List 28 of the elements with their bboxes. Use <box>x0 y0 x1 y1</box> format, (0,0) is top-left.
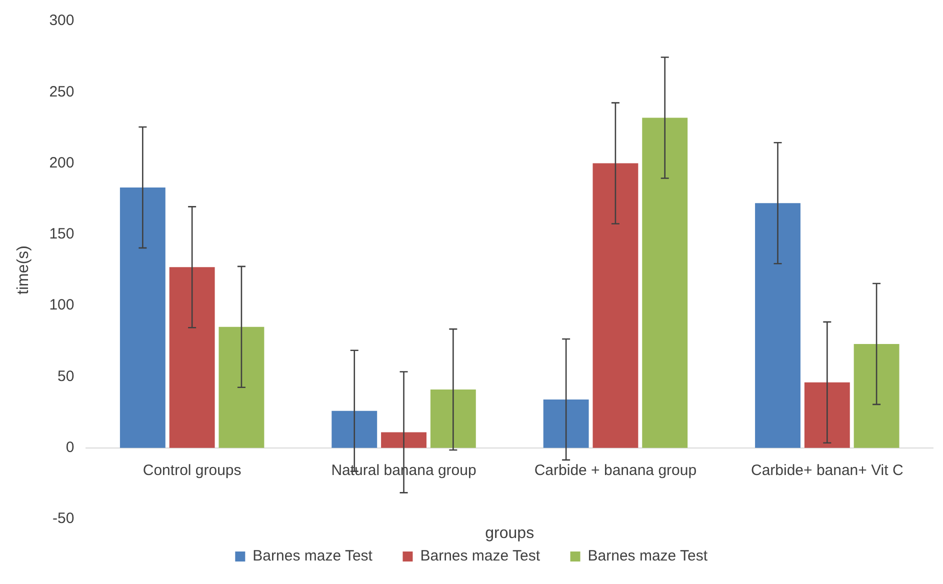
y-axis-title: time(s) <box>15 246 32 294</box>
legend-label: Barnes maze Test <box>588 548 708 565</box>
bar <box>854 344 900 448</box>
bar <box>592 163 638 448</box>
y-tick-label: 250 <box>49 83 74 100</box>
x-tick-label: Carbide+ banan+ Vit C <box>750 462 904 479</box>
bar <box>642 118 688 448</box>
legend-label: Barnes maze Test <box>252 548 374 565</box>
bar <box>218 326 264 448</box>
y-tick-label: 50 <box>58 368 74 385</box>
bar <box>804 382 850 448</box>
bar <box>755 203 800 448</box>
y-tick-label: 300 <box>49 12 74 30</box>
bar <box>120 187 166 448</box>
x-tick-label: Carbide + banana group <box>534 462 697 479</box>
bar <box>543 399 589 448</box>
bar <box>381 432 426 448</box>
bar <box>430 390 476 448</box>
y-tick-label: 200 <box>49 154 74 172</box>
y-tick-label: 0 <box>66 439 74 456</box>
legend-label: Barnes maze Test <box>420 548 541 565</box>
y-tick-label: 150 <box>49 226 74 243</box>
bar <box>169 267 215 448</box>
x-axis-title: groups <box>485 524 534 542</box>
bar <box>332 410 378 448</box>
x-tick-label: Control groups <box>142 462 242 479</box>
y-tick-label: 100 <box>49 296 74 314</box>
y-tick-label: -50 <box>52 510 74 528</box>
